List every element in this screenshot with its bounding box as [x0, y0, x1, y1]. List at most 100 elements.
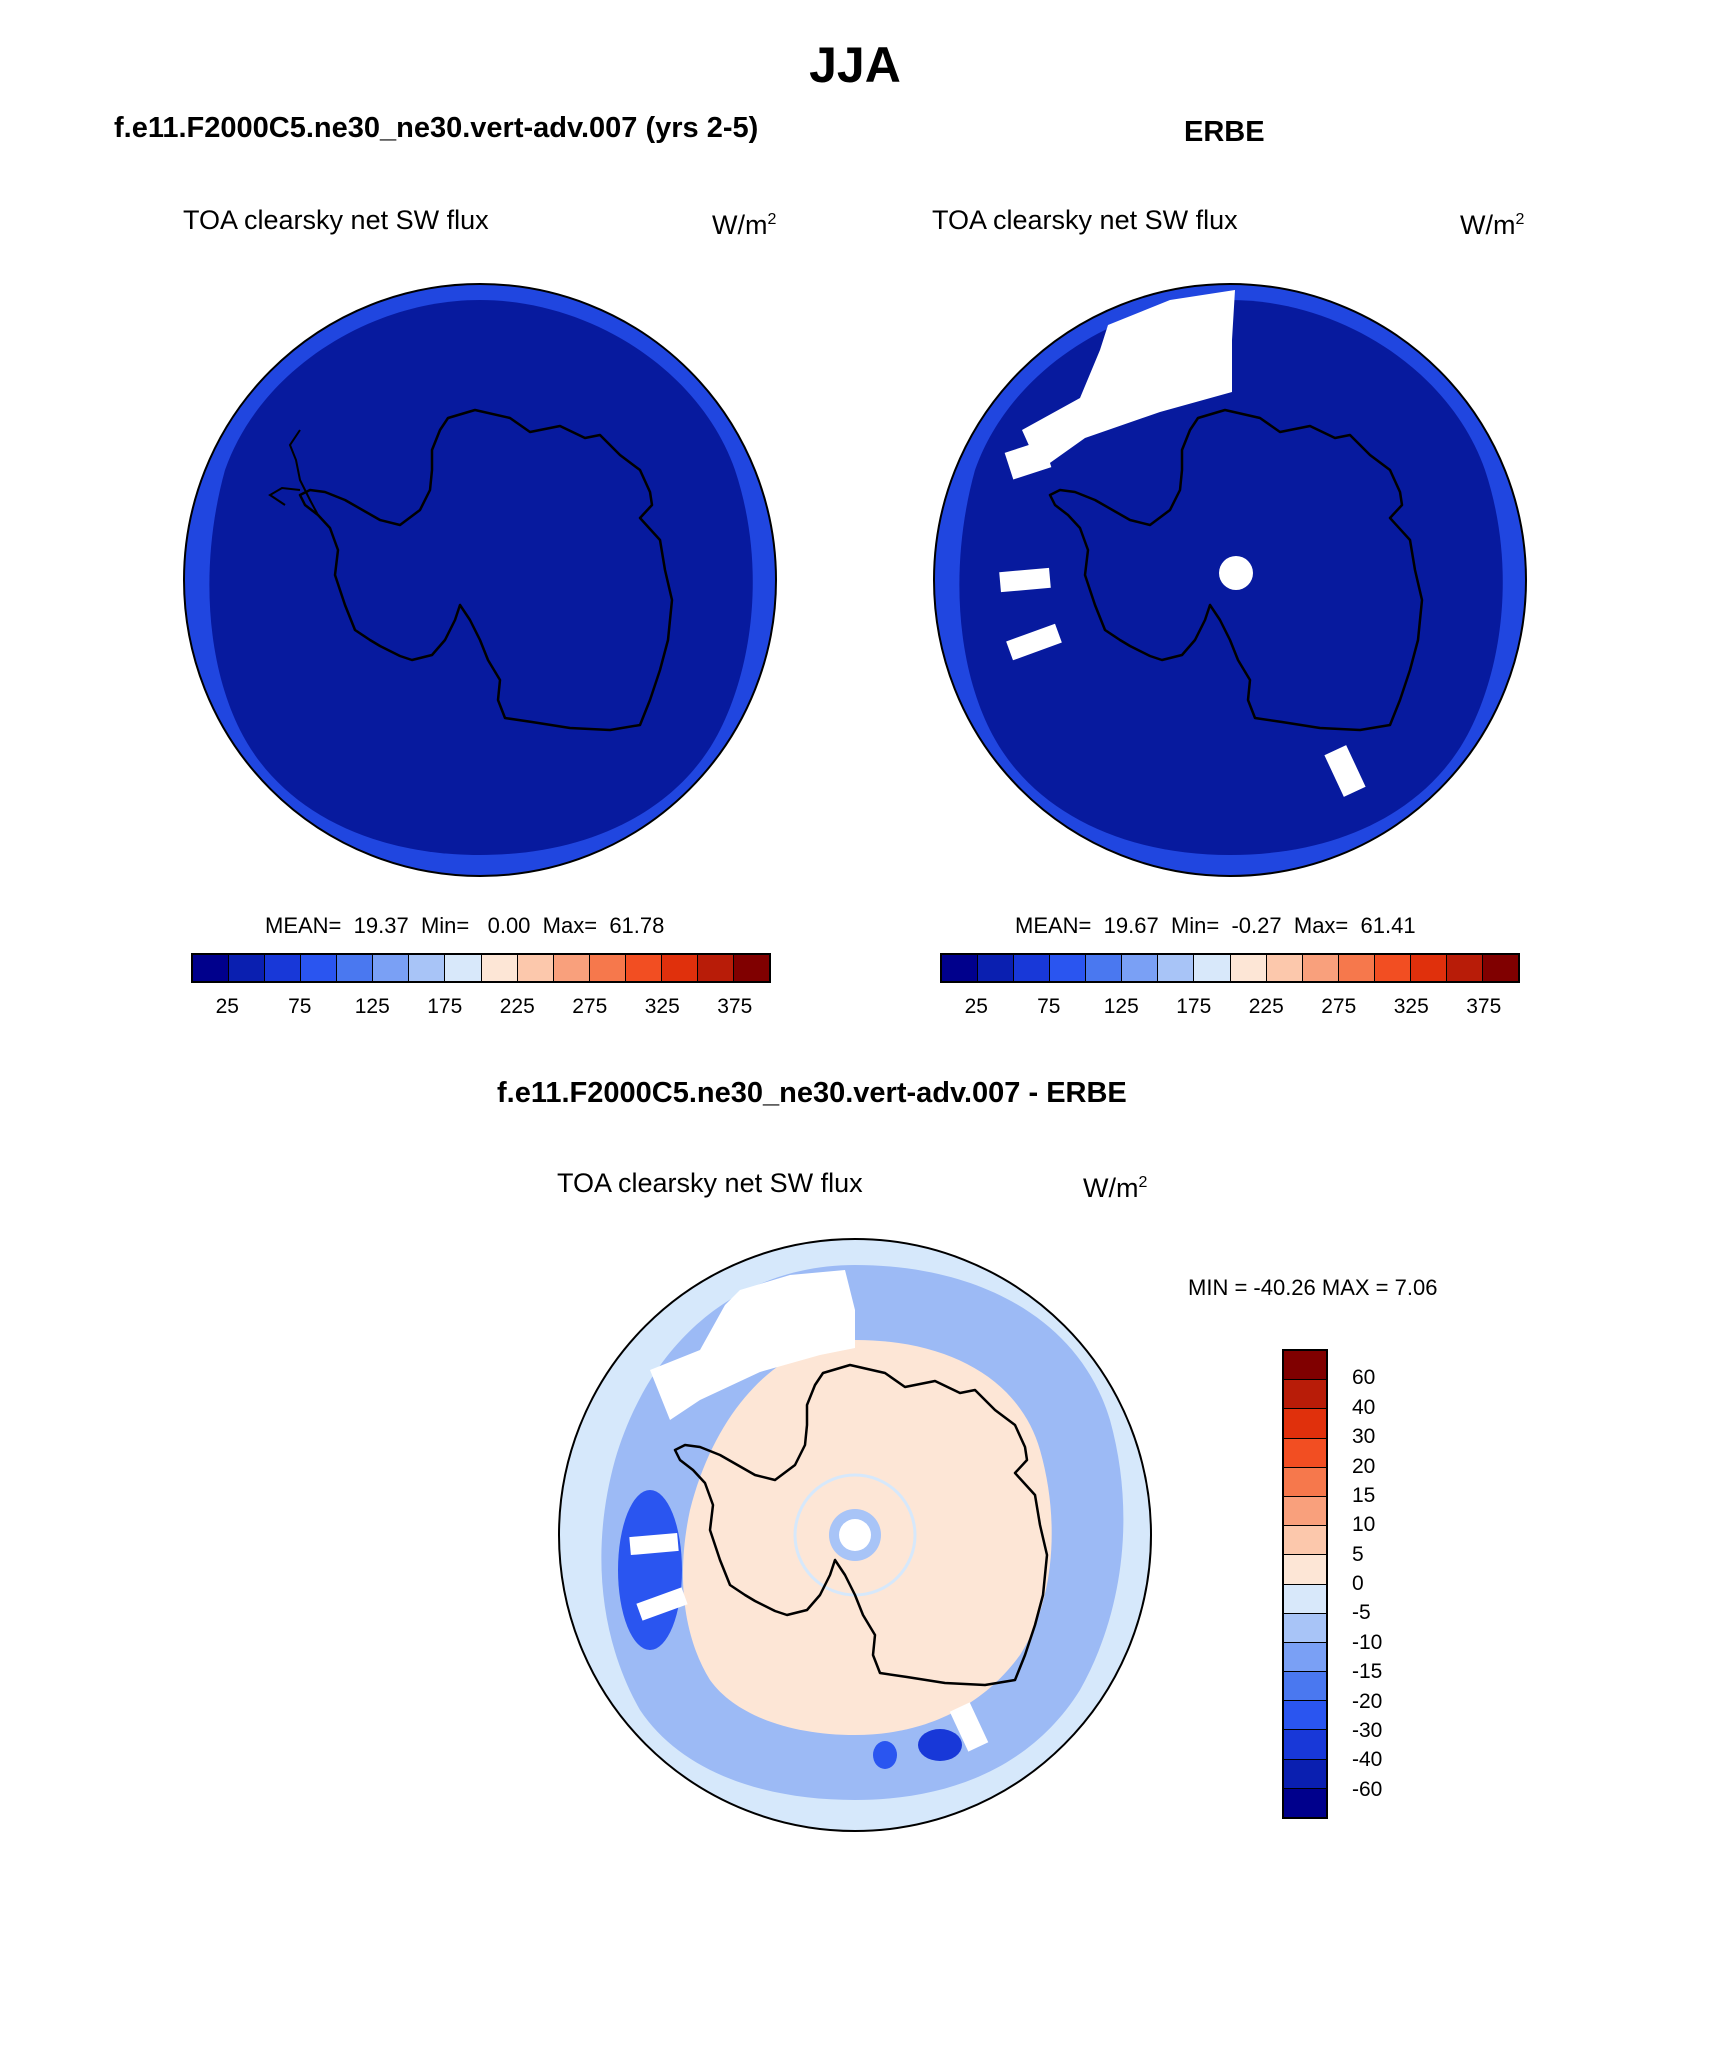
obs-outer-ring	[933, 283, 1527, 877]
colorbar-swatch	[1230, 955, 1267, 981]
colorbar-swatch	[409, 955, 446, 981]
colorbar-swatch	[978, 955, 1015, 981]
model-inner-disk	[209, 300, 753, 855]
colorbar-swatch	[1284, 1467, 1326, 1497]
colorbar-swatch	[1284, 1526, 1326, 1556]
colorbar-tick-label: 175	[1176, 995, 1212, 1018]
colorbar-tick-label: 10	[1352, 1513, 1376, 1537]
obs-pole-hole	[1219, 556, 1253, 590]
model-panel-units: W/m2	[712, 210, 777, 240]
colorbar-tick-label: 375	[717, 995, 753, 1018]
obs-inner-disk	[959, 300, 1503, 855]
diff-panel-subtitle: TOA clearsky net SW flux	[557, 1168, 863, 1198]
diff-blue-patch-west	[618, 1490, 682, 1650]
colorbar-swatch	[1284, 1788, 1326, 1817]
diff-missing-sector	[650, 1270, 855, 1420]
obs-stats: MEAN= 19.67 Min= -0.27 Max= 61.41	[1015, 913, 1416, 938]
colorbar-swatch	[1284, 1613, 1326, 1643]
diff-background	[558, 1238, 1152, 1832]
colorbar-swatch	[517, 955, 554, 981]
colorbar-tick-label: 225	[1248, 995, 1284, 1018]
colorbar-swatch	[1284, 1409, 1326, 1439]
diff-panel-units: W/m2	[1083, 1173, 1148, 1203]
diff-pole-blue	[829, 1509, 881, 1561]
diff-minmax: MIN = -40.26 MAX = 7.06	[1188, 1275, 1438, 1300]
colorbar-swatch	[1284, 1351, 1326, 1381]
colorbar-swatch	[1050, 955, 1087, 981]
colorbar-tick-label: 125	[1103, 995, 1139, 1018]
diff-colorbar	[1282, 1349, 1328, 1819]
obs-panel-header: ERBE	[1184, 116, 1265, 148]
colorbar-swatch	[1284, 1642, 1326, 1673]
colorbar-swatch	[1158, 955, 1195, 981]
obs-missing-patch-4	[1324, 745, 1366, 797]
colorbar-tick-label: -60	[1352, 1777, 1383, 1801]
model-colorbar	[191, 953, 771, 983]
colorbar-swatch	[1338, 955, 1375, 981]
model-outer-ring	[183, 283, 777, 877]
obs-panel-subtitle: TOA clearsky net SW flux	[932, 205, 1238, 235]
colorbar-swatch	[1284, 1730, 1326, 1760]
colorbar-swatch	[697, 955, 734, 981]
obs-missing-patch-1	[1004, 440, 1052, 480]
diff-missing-patch-3	[949, 1702, 989, 1752]
colorbar-tick-label: -15	[1352, 1660, 1383, 1684]
diff-blue-patch-south	[918, 1729, 962, 1761]
diff-missing-patch-1	[629, 1532, 679, 1556]
colorbar-tick-label: 325	[1393, 995, 1429, 1018]
colorbar-swatch	[301, 955, 338, 981]
diff-pole-ring	[793, 1473, 917, 1597]
colorbar-tick-label: 60	[1352, 1366, 1376, 1390]
colorbar-swatch	[373, 955, 410, 981]
colorbar-swatch	[1086, 955, 1123, 981]
colorbar-tick-label: 175	[427, 995, 463, 1018]
colorbar-tick-label: 15	[1352, 1483, 1376, 1507]
colorbar-tick-label: 0	[1352, 1572, 1364, 1595]
colorbar-tick-label: 25	[215, 995, 239, 1018]
colorbar-swatch	[1446, 955, 1483, 981]
colorbar-swatch	[1122, 955, 1159, 981]
colorbar-swatch	[1482, 955, 1518, 981]
colorbar-tick-label: 275	[1321, 995, 1357, 1018]
colorbar-swatch	[193, 955, 230, 981]
model-antarctica-coast	[298, 408, 674, 732]
colorbar-swatch	[1014, 955, 1051, 981]
obs-antarctica-coast	[1048, 408, 1424, 732]
diff-positive-interior	[682, 1340, 1052, 1735]
colorbar-tick-label: -30	[1352, 1718, 1383, 1742]
colorbar-swatch	[1284, 1759, 1326, 1789]
colorbar-swatch	[1284, 1584, 1326, 1614]
colorbar-swatch	[942, 955, 979, 981]
colorbar-swatch	[229, 955, 266, 981]
colorbar-tick-label: 75	[288, 995, 312, 1018]
diff-blue-patch-south2	[873, 1741, 897, 1769]
obs-colorbar	[940, 953, 1520, 983]
obs-panel-units: W/m2	[1460, 210, 1525, 240]
colorbar-tick-label: 375	[1466, 995, 1502, 1018]
colorbar-swatch	[1284, 1701, 1326, 1731]
colorbar-swatch	[625, 955, 662, 981]
colorbar-swatch	[1284, 1496, 1326, 1527]
colorbar-tick-label: 75	[1037, 995, 1061, 1018]
colorbar-tick-label: 125	[354, 995, 390, 1018]
obs-missing-patch-2	[999, 567, 1051, 593]
page-title: JJA	[809, 37, 901, 93]
colorbar-swatch	[1284, 1380, 1326, 1410]
colorbar-swatch	[1194, 955, 1231, 981]
diff-negative-band	[601, 1265, 1124, 1800]
colorbar-tick-label: 275	[572, 995, 608, 1018]
colorbar-swatch	[553, 955, 590, 981]
model-panel-header: f.e11.F2000C5.ne30_ne30.vert-adv.007 (yr…	[114, 112, 759, 144]
colorbar-tick-label: 20	[1352, 1454, 1376, 1478]
colorbar-tick-label: 225	[499, 995, 535, 1018]
colorbar-tick-label: 5	[1352, 1542, 1364, 1566]
colorbar-swatch	[445, 955, 482, 981]
colorbar-swatch	[1374, 955, 1411, 981]
colorbar-swatch	[1284, 1672, 1326, 1702]
colorbar-tick-label: 325	[644, 995, 680, 1018]
obs-missing-patch-3	[1006, 623, 1062, 661]
colorbar-swatch	[1266, 955, 1303, 981]
colorbar-tick-label: -40	[1352, 1748, 1383, 1772]
